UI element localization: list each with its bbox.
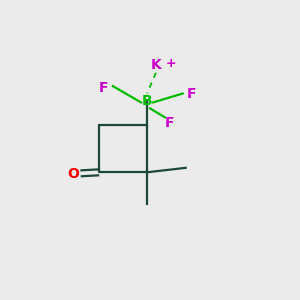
Text: F: F: [187, 86, 196, 100]
Text: O: O: [67, 167, 79, 181]
Text: B: B: [142, 94, 152, 108]
Text: K: K: [151, 58, 161, 72]
Text: +: +: [166, 57, 176, 70]
Text: F: F: [99, 81, 109, 94]
Text: F: F: [165, 116, 174, 130]
